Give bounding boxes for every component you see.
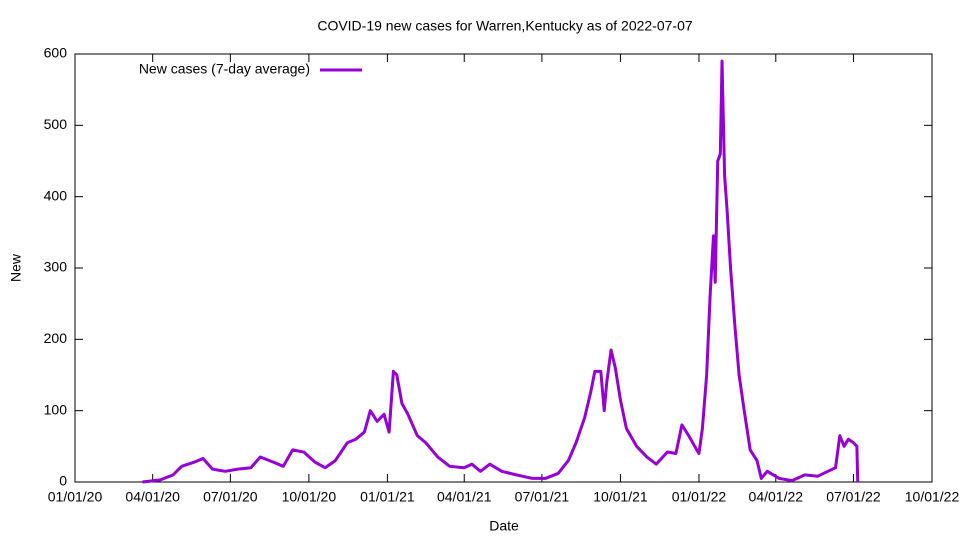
x-axis-label: Date	[489, 518, 519, 534]
x-tick-label: 07/01/21	[515, 489, 570, 505]
x-tick-label: 01/01/21	[360, 489, 415, 505]
x-tick-label: 04/01/21	[437, 489, 492, 505]
y-tick-label: 400	[44, 187, 68, 203]
x-tick-label: 07/01/22	[826, 489, 881, 505]
chart-title: COVID-19 new cases for Warren,Kentucky a…	[317, 18, 693, 34]
x-tick-label: 10/01/21	[593, 489, 648, 505]
y-tick-label: 300	[44, 259, 68, 275]
x-tick-label: 07/01/20	[203, 489, 258, 505]
x-tick-label: 01/01/20	[48, 489, 103, 505]
x-tick-label: 10/01/22	[905, 489, 960, 505]
y-tick-label: 100	[44, 401, 68, 417]
y-tick-label: 500	[44, 116, 68, 132]
y-axis-label: New	[8, 253, 24, 282]
x-tick-label: 10/01/20	[282, 489, 337, 505]
y-tick-label: 600	[44, 45, 68, 61]
y-tick-label: 0	[59, 473, 67, 489]
x-tick-label: 04/01/22	[749, 489, 804, 505]
x-tick-label: 04/01/20	[125, 489, 180, 505]
x-tick-label: 01/01/22	[672, 489, 727, 505]
legend-label: New cases (7-day average)	[139, 61, 310, 77]
line	[142, 59, 860, 484]
plot-frame	[74, 53, 933, 483]
y-tick-label: 200	[44, 330, 68, 346]
